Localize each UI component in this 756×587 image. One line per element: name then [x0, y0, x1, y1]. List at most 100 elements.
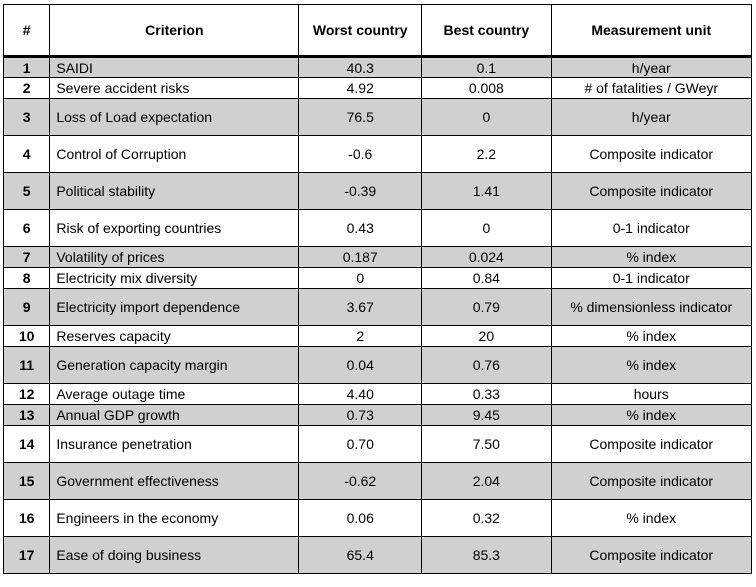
- row-criterion: Control of Corruption: [49, 135, 300, 173]
- row-worst: 0: [298, 267, 423, 289]
- table-row: 9 Electricity import dependence 3.67 0.7…: [2, 288, 752, 326]
- row-number: 8: [2, 267, 51, 289]
- row-criterion: Generation capacity margin: [49, 346, 300, 384]
- row-number: 11: [2, 346, 51, 384]
- row-number: 15: [2, 462, 51, 500]
- criteria-table: # Criterion Worst country Best country M…: [2, 4, 752, 574]
- row-number: 17: [2, 536, 51, 574]
- row-best: 0: [421, 209, 552, 247]
- row-unit: 0-1 indicator: [550, 209, 752, 247]
- table-row: 15 Government effectiveness -0.62 2.04 C…: [2, 462, 752, 500]
- row-worst: 0.04: [298, 346, 423, 384]
- row-best: 1.41: [421, 172, 552, 210]
- row-unit: % index: [550, 404, 752, 426]
- table-row: 11 Generation capacity margin 0.04 0.76 …: [2, 346, 752, 384]
- table-row: 3 Loss of Load expectation 76.5 0 h/year: [2, 98, 752, 136]
- table-row: 6 Risk of exporting countries 0.43 0 0-1…: [2, 209, 752, 247]
- row-best: 20: [421, 325, 552, 347]
- table-row: 1 SAIDI 40.3 0.1 h/year: [2, 56, 752, 78]
- row-worst: 4.40: [298, 383, 423, 405]
- row-criterion: Political stability: [49, 172, 300, 210]
- row-worst: 0.43: [298, 209, 423, 247]
- table-row: 16 Engineers in the economy 0.06 0.32 % …: [2, 499, 752, 537]
- row-number: 6: [2, 209, 51, 247]
- row-criterion: Loss of Load expectation: [49, 98, 300, 136]
- row-worst: 0.73: [298, 404, 423, 426]
- criteria-table-container: # Criterion Worst country Best country M…: [2, 4, 752, 574]
- row-best: 0.024: [421, 246, 552, 268]
- row-worst: 0.187: [298, 246, 423, 268]
- row-best: 7.50: [421, 425, 552, 463]
- row-criterion: Annual GDP growth: [49, 404, 300, 426]
- header-measurement-unit: Measurement unit: [550, 4, 752, 58]
- row-criterion: Volatility of prices: [49, 246, 300, 268]
- table-row: 7 Volatility of prices 0.187 0.024 % ind…: [2, 246, 752, 268]
- row-unit: Composite indicator: [550, 536, 752, 574]
- header-criterion: Criterion: [49, 4, 300, 58]
- row-worst: -0.39: [298, 172, 423, 210]
- row-worst: 4.92: [298, 77, 423, 99]
- row-criterion: SAIDI: [49, 56, 300, 78]
- row-unit: % index: [550, 246, 752, 268]
- header-worst-country: Worst country: [298, 4, 423, 58]
- row-worst: 40.3: [298, 56, 423, 78]
- row-number: 1: [2, 56, 51, 78]
- row-number: 13: [2, 404, 51, 426]
- row-worst: 76.5: [298, 98, 423, 136]
- row-worst: 65.4: [298, 536, 423, 574]
- table-row: 5 Political stability -0.39 1.41 Composi…: [2, 172, 752, 210]
- row-best: 0.32: [421, 499, 552, 537]
- row-best: 2.04: [421, 462, 552, 500]
- row-unit: % dimensionless indicator: [550, 288, 752, 326]
- row-number: 12: [2, 383, 51, 405]
- row-criterion: Severe accident risks: [49, 77, 300, 99]
- table-row: 14 Insurance penetration 0.70 7.50 Compo…: [2, 425, 752, 463]
- row-worst: 3.67: [298, 288, 423, 326]
- table-row: 17 Ease of doing business 65.4 85.3 Comp…: [2, 536, 752, 574]
- row-best: 0.33: [421, 383, 552, 405]
- row-best: 0.79: [421, 288, 552, 326]
- table-header-row: # Criterion Worst country Best country M…: [2, 4, 752, 58]
- row-criterion: Engineers in the economy: [49, 499, 300, 537]
- row-unit: hours: [550, 383, 752, 405]
- row-best: 0.008: [421, 77, 552, 99]
- row-unit: # of fatalities / GWeyr: [550, 77, 752, 99]
- row-worst: -0.62: [298, 462, 423, 500]
- row-best: 2.2: [421, 135, 552, 173]
- table-row: 10 Reserves capacity 2 20 % index: [2, 325, 752, 347]
- row-criterion: Electricity import dependence: [49, 288, 300, 326]
- row-best: 0.84: [421, 267, 552, 289]
- header-number: #: [2, 4, 51, 58]
- row-criterion: Average outage time: [49, 383, 300, 405]
- row-criterion: Risk of exporting countries: [49, 209, 300, 247]
- table-row: 8 Electricity mix diversity 0 0.84 0-1 i…: [2, 267, 752, 289]
- row-criterion: Electricity mix diversity: [49, 267, 300, 289]
- row-number: 3: [2, 98, 51, 136]
- row-best: 0.1: [421, 56, 552, 78]
- row-unit: Composite indicator: [550, 425, 752, 463]
- table-row: 13 Annual GDP growth 0.73 9.45 % index: [2, 404, 752, 426]
- row-number: 2: [2, 77, 51, 99]
- row-criterion: Government effectiveness: [49, 462, 300, 500]
- row-worst: 2: [298, 325, 423, 347]
- row-unit: % index: [550, 325, 752, 347]
- row-unit: 0-1 indicator: [550, 267, 752, 289]
- row-number: 9: [2, 288, 51, 326]
- row-best: 0.76: [421, 346, 552, 384]
- row-number: 7: [2, 246, 51, 268]
- row-number: 5: [2, 172, 51, 210]
- row-unit: h/year: [550, 56, 752, 78]
- row-best: 0: [421, 98, 552, 136]
- row-unit: Composite indicator: [550, 172, 752, 210]
- row-criterion: Reserves capacity: [49, 325, 300, 347]
- row-number: 14: [2, 425, 51, 463]
- row-worst: 0.70: [298, 425, 423, 463]
- row-criterion: Ease of doing business: [49, 536, 300, 574]
- row-unit: Composite indicator: [550, 462, 752, 500]
- table-row: 12 Average outage time 4.40 0.33 hours: [2, 383, 752, 405]
- row-criterion: Insurance penetration: [49, 425, 300, 463]
- row-number: 10: [2, 325, 51, 347]
- header-best-country: Best country: [421, 4, 552, 58]
- row-unit: % index: [550, 499, 752, 537]
- row-worst: -0.6: [298, 135, 423, 173]
